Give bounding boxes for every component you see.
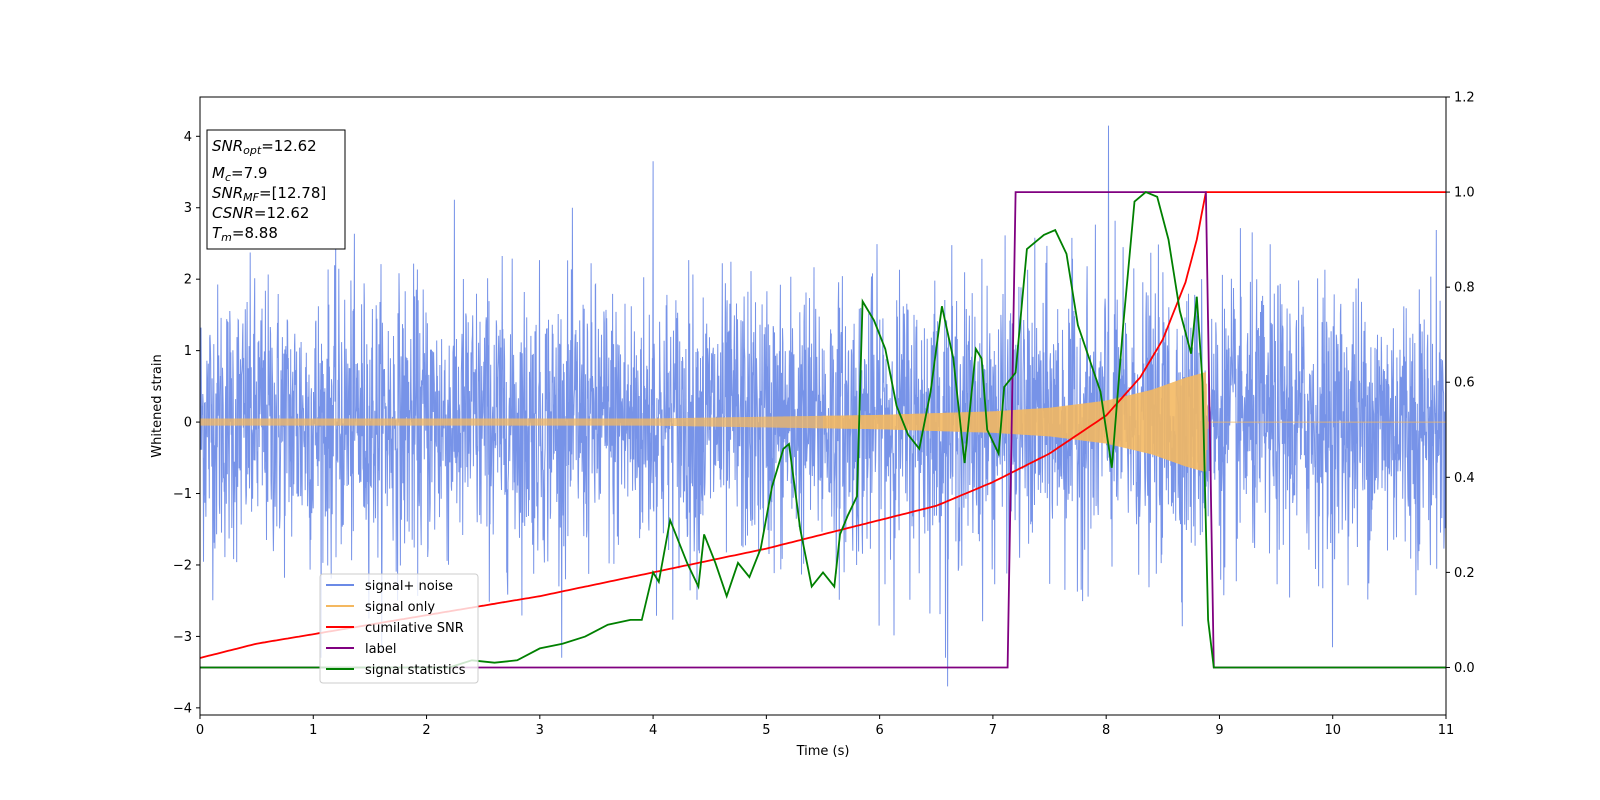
legend-label-stat: signal statistics bbox=[365, 663, 466, 678]
x-axis: 0 1 2 3 4 5 6 7 8 9 10 11 bbox=[196, 715, 1454, 738]
legend-label-csnr: cumilative SNR bbox=[365, 621, 464, 636]
y-axis-label: Whitened strain bbox=[150, 354, 165, 457]
x-tick-label: 5 bbox=[762, 723, 770, 738]
y-tick-label: −2 bbox=[173, 558, 192, 573]
series-signal-statistics bbox=[200, 191, 1446, 669]
plot-frame bbox=[199, 96, 1447, 716]
x-tick-label: 2 bbox=[422, 723, 430, 738]
info-snr-mf: SNRMF=[12.78] bbox=[212, 184, 326, 204]
y-tick-label: 4 bbox=[184, 130, 192, 145]
x-tick-label: 1 bbox=[309, 723, 317, 738]
y-axis-left: −4 −3 −2 −1 0 1 2 3 4 bbox=[173, 130, 200, 716]
y2-tick-label: 0.0 bbox=[1454, 661, 1475, 676]
y-tick-label: 0 bbox=[184, 416, 192, 431]
series-signal-only-band bbox=[823, 372, 1206, 473]
info-mc: Mc=7.9 bbox=[212, 164, 267, 184]
y2-tick-label: 0.2 bbox=[1454, 566, 1475, 581]
legend: signal+ noise signal only cumilative SNR… bbox=[319, 573, 479, 684]
info-snr-opt: SNRopt=12.62 bbox=[212, 137, 317, 157]
x-tick-label: 11 bbox=[1438, 723, 1455, 738]
x-tick-label: 6 bbox=[875, 723, 883, 738]
info-box: SNRopt=12.62 Mc=7.9 SNRMF=[12.78] CSNR=1… bbox=[206, 129, 346, 250]
x-tick-label: 4 bbox=[649, 723, 657, 738]
x-tick-label: 9 bbox=[1215, 723, 1223, 738]
y-tick-label: −1 bbox=[173, 487, 192, 502]
y-tick-label: 1 bbox=[184, 344, 192, 359]
legend-frame bbox=[319, 573, 479, 684]
x-axis-label: Time (s) bbox=[796, 744, 850, 759]
y-axis-right: 0.0 0.2 0.4 0.6 0.8 1.0 1.2 bbox=[1446, 91, 1475, 676]
legend-label-signal: signal only bbox=[365, 600, 435, 615]
info-csnr: CSNR=12.62 bbox=[212, 204, 309, 222]
x-tick-label: 7 bbox=[989, 723, 997, 738]
legend-label-noise: signal+ noise bbox=[365, 579, 453, 594]
x-tick-label: 8 bbox=[1102, 723, 1110, 738]
info-tm: Tm=8.88 bbox=[212, 224, 278, 244]
y-tick-label: 3 bbox=[184, 201, 192, 216]
x-tick-label: 0 bbox=[196, 723, 204, 738]
y2-tick-label: 0.4 bbox=[1454, 471, 1475, 486]
y-tick-label: −3 bbox=[173, 630, 192, 645]
y-tick-label: 2 bbox=[184, 273, 192, 288]
info-box-frame bbox=[206, 129, 346, 250]
y2-tick-label: 1.0 bbox=[1454, 186, 1475, 201]
y-tick-label: −4 bbox=[173, 701, 192, 716]
y2-tick-label: 0.6 bbox=[1454, 376, 1475, 391]
legend-label-label: label bbox=[365, 642, 396, 657]
series-signal-noise bbox=[200, 125, 1446, 687]
x-tick-label: 3 bbox=[536, 723, 544, 738]
y2-tick-label: 1.2 bbox=[1454, 91, 1475, 106]
x-tick-label: 10 bbox=[1324, 723, 1341, 738]
y2-tick-label: 0.8 bbox=[1454, 281, 1475, 296]
